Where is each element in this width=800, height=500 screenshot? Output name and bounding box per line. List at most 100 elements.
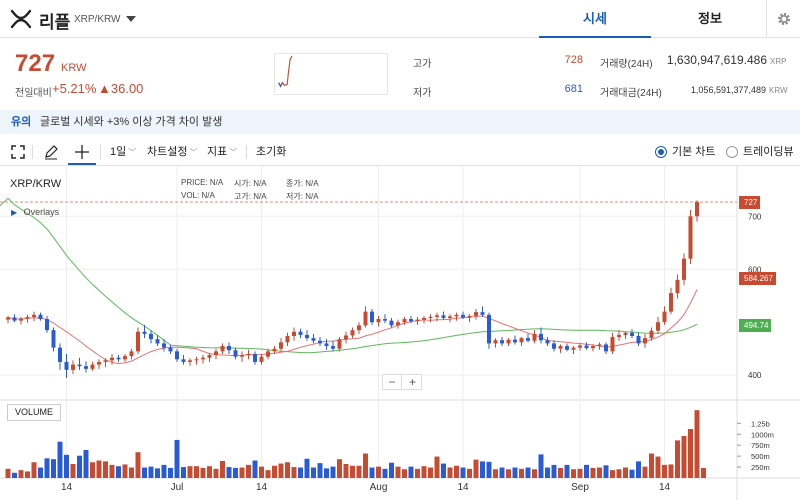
- candle-body: [454, 314, 459, 317]
- candle-body: [669, 293, 673, 312]
- tab-info[interactable]: 정보: [698, 11, 722, 26]
- volume-bar: [304, 458, 310, 478]
- ohlc-close: 종가: N/A: [286, 179, 319, 188]
- chart-settings-menu[interactable]: 차트설정 ﹀: [147, 139, 197, 165]
- candle-body: [103, 360, 108, 362]
- volume-bar: [12, 472, 17, 478]
- price-chart[interactable]: 14 Jul 14 Aug 14 Sep 14 700 600 400 1.25b 1000m 750m…: [0, 166, 800, 500]
- volume-bar: [246, 464, 251, 478]
- candle-body: [500, 340, 504, 344]
- volume-bar: [629, 469, 635, 478]
- indicators-menu[interactable]: 지표 ﹀: [207, 139, 237, 165]
- candle-body: [233, 350, 238, 357]
- volume-bar: [603, 465, 609, 478]
- candle-body: [571, 347, 576, 350]
- basic-chart-label[interactable]: 기본 차트: [672, 146, 716, 158]
- settings-button[interactable]: [766, 0, 800, 38]
- volume-bar: [122, 464, 128, 478]
- notice-text: 글로벌 시세와 +3% 이상 가격 차이 발생: [40, 116, 223, 128]
- tradingview-label[interactable]: 트레이딩뷰: [743, 146, 794, 158]
- ma-short-line: [7, 289, 698, 365]
- x-tick-label: Aug: [370, 482, 388, 493]
- coin-name[interactable]: 리플: [39, 13, 71, 32]
- candle-body: [493, 340, 498, 344]
- candle-body: [545, 340, 550, 344]
- candle-body: [396, 322, 400, 326]
- toolbar-divider: [32, 145, 33, 159]
- zoom-out-button[interactable]: −: [383, 375, 402, 389]
- candle-body: [253, 353, 257, 362]
- zoom-in-button[interactable]: +: [408, 375, 416, 389]
- candle-body: [162, 343, 166, 348]
- candle-body: [636, 335, 641, 344]
- candle-body: [357, 325, 361, 331]
- candle-body: [311, 338, 316, 341]
- candle-body: [584, 345, 589, 349]
- candle-body: [331, 346, 335, 349]
- x-tick-label: 14: [457, 482, 469, 493]
- reset-button[interactable]: 초기화: [256, 146, 287, 158]
- overlays-toggle[interactable]: ▶ Overlays: [11, 207, 59, 217]
- volume-bar: [207, 466, 212, 478]
- candle-body: [142, 331, 147, 334]
- candle-body: [318, 340, 322, 344]
- notice-tag: 유의: [11, 116, 32, 128]
- chevron-down-icon: ﹀: [229, 148, 238, 157]
- caret-down-icon[interactable]: [126, 16, 136, 22]
- candle-body: [175, 351, 179, 360]
- x-tick-label: 14: [256, 482, 268, 493]
- xrp-logo-icon: [10, 9, 32, 29]
- volume-bar: [5, 468, 11, 478]
- candle-body: [428, 316, 433, 318]
- y-tick-label: 700: [748, 212, 762, 221]
- candle-body: [298, 331, 303, 335]
- candle-body: [474, 312, 478, 316]
- play-icon: ▶: [11, 208, 18, 217]
- candle-body: [623, 332, 628, 335]
- volume-bar: [103, 461, 108, 478]
- volume-bar: [662, 464, 667, 478]
- ohlc-vol: VOL: N/A: [181, 191, 215, 200]
- volume-bar: [564, 464, 570, 478]
- volume-bar: [493, 469, 498, 478]
- candle-body: [25, 316, 30, 319]
- price-tag-ma-long: 494.74: [739, 319, 772, 332]
- volume-bar: [538, 454, 544, 478]
- candle-body: [51, 330, 56, 348]
- toolbar-divider: [246, 145, 247, 159]
- candle-body: [597, 344, 602, 347]
- volume-bar: [252, 460, 258, 478]
- low-label: 저가: [413, 88, 432, 99]
- volume-bar: [363, 453, 368, 478]
- volume-bar: [655, 456, 661, 478]
- volume-bar: [434, 456, 440, 478]
- radio-basic-chart[interactable]: [655, 146, 667, 158]
- chart-settings-label: 차트설정: [147, 146, 188, 158]
- volume-bar: [226, 467, 232, 478]
- volume-bar: [616, 469, 622, 478]
- coin-pair[interactable]: XRP/KRW: [74, 14, 121, 25]
- x-tick-label: Sep: [571, 482, 589, 493]
- radio-tradingview[interactable]: [726, 146, 738, 158]
- candle-body: [266, 351, 270, 357]
- volume-bar: [317, 463, 323, 478]
- candle-body: [181, 359, 186, 362]
- candle-body: [526, 338, 530, 341]
- volume-bar: [324, 468, 329, 478]
- volume-tick-label: 1000m: [751, 430, 774, 439]
- volume-tick-label: 750m: [751, 441, 770, 450]
- volume-bar: [70, 464, 76, 478]
- volume-bar: [129, 467, 134, 478]
- fullscreen-icon[interactable]: [10, 144, 26, 160]
- pencil-icon[interactable]: [43, 144, 59, 160]
- candle-body: [19, 318, 23, 321]
- volume-bar: [421, 466, 427, 478]
- crosshair-tool[interactable]: [68, 139, 96, 165]
- candle-body: [214, 351, 218, 356]
- candle-body: [12, 317, 17, 321]
- candle-body: [604, 344, 608, 352]
- interval-select[interactable]: 1일 ﹀: [110, 139, 136, 165]
- volume-bar: [168, 467, 173, 478]
- tab-market[interactable]: 시세: [539, 0, 651, 38]
